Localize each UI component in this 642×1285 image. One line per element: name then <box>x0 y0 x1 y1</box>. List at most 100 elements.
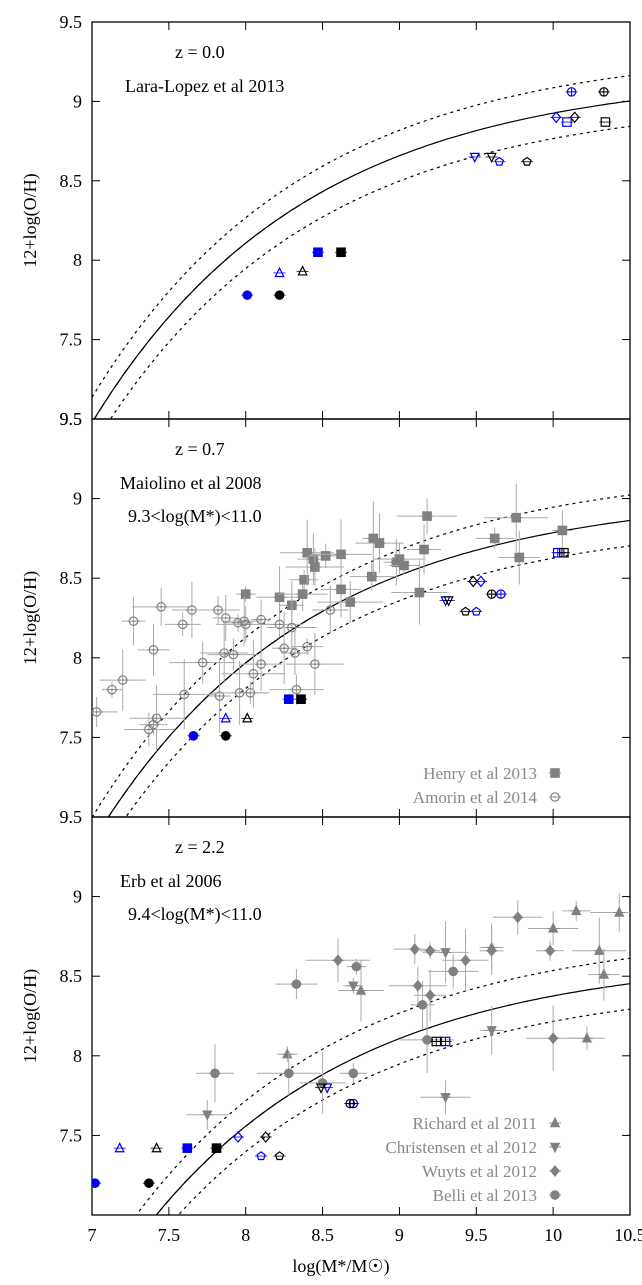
model-curve-long-dash <box>93 182 339 419</box>
panels: 9.5 9 8.5 8 7.5 9.5 12+log(O/H) z = 0.0 Lara-Lop… <box>20 12 642 1245</box>
data-point-pentagon <box>471 606 482 616</box>
data-point-diamond <box>569 111 580 124</box>
y-axis-title: 12+log(O/H) <box>20 969 41 1063</box>
model-curve-upper-bound <box>92 75 630 398</box>
panel-redshift-label: z = 2.2 <box>175 837 225 857</box>
panel-reference-label: Maiolino et al 2008 <box>120 473 261 493</box>
data-point-triangle-down <box>469 152 480 164</box>
legend-entry-label: Henry et al 2013 <box>423 764 537 783</box>
legend-entry-label: Christensen et al 2012 <box>385 1138 537 1157</box>
x-axis-title: log(M*/M☉) <box>292 1256 389 1277</box>
data-point-triangle <box>547 922 559 933</box>
model-curve-solid <box>107 519 630 817</box>
y-tick-label: 9 <box>73 489 82 509</box>
panel-frame <box>91 816 631 1216</box>
model-curve-solid <box>93 100 630 419</box>
y-tick-label: 7.5 <box>60 727 83 747</box>
data-point-triangle-down <box>443 596 454 607</box>
data-point-triangle-down <box>486 1026 497 1037</box>
data-point-diamond <box>551 111 562 124</box>
data-point-triangle <box>114 1141 125 1153</box>
model-curves <box>92 494 630 817</box>
y-tick-label: 8 <box>73 1046 82 1066</box>
data-point-triangle-down <box>440 1092 451 1104</box>
panel-reference-label: Erb et al 2006 <box>120 871 221 891</box>
data-point-triangle <box>151 1141 162 1153</box>
legend-entry-marker <box>549 1142 561 1154</box>
panel-redshift-label: z = 0.7 <box>175 439 225 459</box>
data-point-triangle-down <box>486 152 497 164</box>
panel-reference-label: Lara-Lopez et al 2013 <box>125 76 284 96</box>
legend-entry-marker <box>549 1116 561 1128</box>
model-curve-upper-bound <box>92 494 630 817</box>
data-point-triangle <box>242 712 253 723</box>
data-point-triangle <box>297 265 308 276</box>
data-point-diamond <box>260 1131 271 1143</box>
model-curve-lower-bound <box>125 545 630 817</box>
panel-middle: 9.5 9 8.5 8 7.5 9.5 12+log(O/H) z = 0.7 Maiolino… <box>20 409 631 827</box>
panel-mass-range-label: 9.4<log(M*)<11.0 <box>128 904 262 925</box>
data-points <box>92 893 630 1188</box>
data-point-triangle <box>598 968 610 979</box>
model-curve-solid <box>155 983 630 1215</box>
data-point-triangle <box>355 984 367 995</box>
y-tick-label: 9.5 <box>60 409 83 429</box>
model-curve-lower-bound <box>177 1008 630 1215</box>
y-tick-label: 8 <box>73 250 82 270</box>
data-point-pentagon <box>522 156 532 166</box>
model-curves <box>92 75 630 419</box>
data-point-pentagon <box>256 1151 266 1161</box>
data-points <box>92 483 573 752</box>
y-tick-label: 9.5 <box>60 807 83 827</box>
model-curve-long-dash <box>107 602 339 817</box>
legend-entry-label: Amorin et al 2014 <box>413 788 538 807</box>
data-point-pentagon <box>494 156 505 166</box>
data-point-pentagon <box>274 1151 285 1161</box>
x-tick-label: 10.5 <box>614 1225 642 1245</box>
data-point-triangle-down <box>440 948 451 959</box>
y-tick-label: 7.5 <box>60 1125 83 1145</box>
panel-bottom: 9 8.5 8 7.5 12+log(O/H) z = 2.2 Erb et al 2006… <box>20 816 642 1245</box>
x-tick-label: 10 <box>544 1225 562 1245</box>
data-point-triangle <box>614 906 625 917</box>
data-point-diamond <box>475 575 486 588</box>
data-point-diamond <box>233 1131 244 1143</box>
y-axis-title: 12+log(O/H) <box>20 173 41 267</box>
y-tick-label: 8 <box>73 648 82 668</box>
data-point-triangle <box>571 904 582 916</box>
panel-redshift-label: z = 0.0 <box>175 42 225 62</box>
legend-entry-label: Richard et al 2011 <box>413 1114 537 1133</box>
y-tick-label: 9 <box>73 91 82 111</box>
data-point-diamond <box>468 575 479 588</box>
x-tick-label: 7 <box>88 1225 97 1245</box>
y-tick-label: 9.5 <box>60 409 83 429</box>
x-tick-label: 7.5 <box>158 1225 181 1245</box>
y-axis-title: 12+log(O/H) <box>20 571 41 665</box>
data-point-triangle-down <box>202 1110 213 1121</box>
x-tick-label: 9 <box>395 1225 404 1245</box>
x-tick-label: 8 <box>241 1225 250 1245</box>
legend-entry-label: Wuyts et al 2012 <box>422 1162 537 1181</box>
data-point-triangle <box>220 712 231 723</box>
x-tick-label: 8.5 <box>311 1225 334 1245</box>
y-tick-label: 8.5 <box>60 171 83 191</box>
y-tick-label: 7.5 <box>60 330 83 350</box>
panel-mass-range-label: 9.3<log(M*)<11.0 <box>128 506 262 527</box>
y-tick-label: 8.5 <box>60 966 83 986</box>
data-point-triangle-down <box>322 1083 333 1094</box>
y-tick-label: 9.5 <box>60 12 83 32</box>
legend-entry-label: Belli et al 2013 <box>433 1186 537 1205</box>
data-point-triangle <box>282 1048 293 1059</box>
x-tick-label: 9.5 <box>465 1225 488 1245</box>
model-curve-upper-bound <box>135 957 630 1215</box>
data-point-triangle <box>274 266 285 278</box>
data-point-pentagon <box>460 606 471 616</box>
panel-top: 9.5 9 8.5 8 7.5 9.5 12+log(O/H) z = 0.0 Lara-Lop… <box>20 12 631 429</box>
data-points <box>241 87 612 300</box>
data-point-triangle <box>594 944 605 955</box>
data-point-triangle-down <box>315 1083 327 1094</box>
model-curve-lower-bound <box>109 125 630 419</box>
y-tick-label: 8.5 <box>60 568 83 588</box>
data-point-triangle-down <box>348 981 359 992</box>
